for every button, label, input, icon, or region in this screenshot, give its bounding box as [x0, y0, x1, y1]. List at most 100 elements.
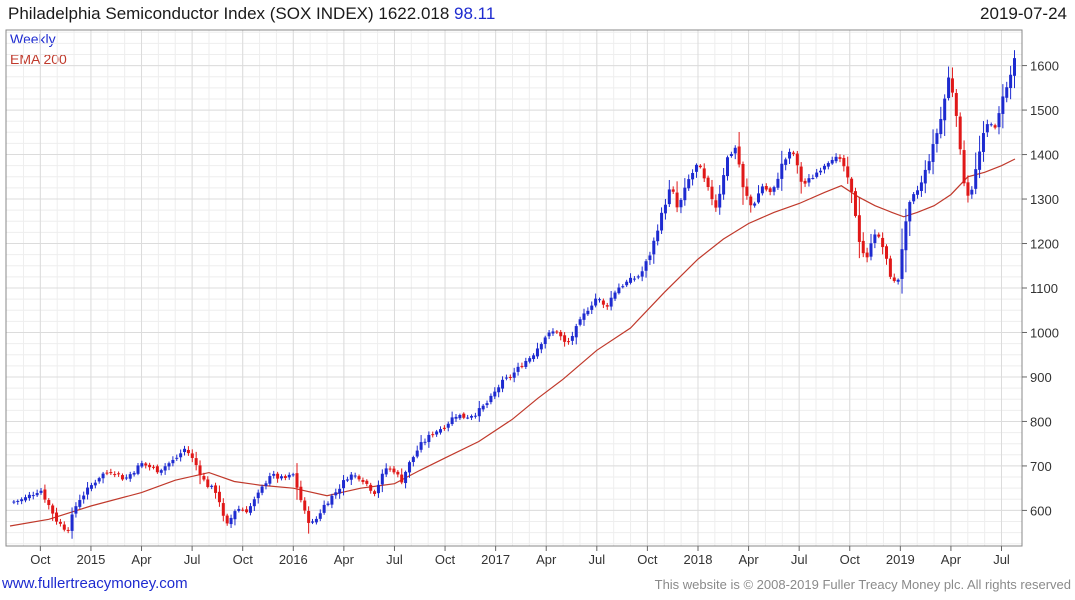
candle-body [489, 395, 493, 403]
candle-body [877, 234, 881, 237]
candle-body [873, 234, 877, 244]
candle-body [667, 189, 671, 205]
candle-body [342, 480, 346, 489]
candle-body [27, 494, 31, 499]
candle-body [722, 175, 726, 195]
candle-body [144, 463, 148, 466]
candle-body [20, 499, 24, 502]
candle-body [578, 319, 582, 325]
candle-body [210, 485, 214, 487]
candle-body [132, 472, 136, 475]
candle-body [760, 186, 764, 194]
y-tick-label: 800 [1030, 414, 1052, 429]
candle-body [330, 495, 334, 505]
candle-body [512, 372, 516, 378]
candle-body [528, 358, 532, 362]
candle-body [384, 468, 388, 475]
candle-body [97, 478, 101, 482]
candle-body [86, 487, 90, 495]
candle-body [535, 348, 539, 357]
candle-body [974, 169, 978, 189]
candle-body [725, 157, 729, 177]
candle-body [388, 468, 392, 470]
candle-body [167, 463, 171, 467]
candle-body [710, 186, 714, 200]
candle-body [850, 178, 854, 192]
candle-body [442, 427, 446, 429]
website-link[interactable]: www.fullertreacymoney.com [2, 575, 188, 592]
candle-body [400, 474, 404, 483]
candle-body [799, 166, 803, 182]
candle-body [524, 360, 528, 367]
candle-body [334, 492, 338, 496]
candle-body [559, 331, 563, 337]
candle-body [520, 366, 524, 368]
candle-body [892, 277, 896, 281]
candle-body [225, 515, 229, 524]
x-tick-label: 2019 [886, 552, 915, 567]
candle-body [912, 194, 916, 202]
candle-body [598, 299, 602, 301]
candle-body [757, 193, 761, 203]
candle-body [470, 415, 474, 418]
x-tick-label: Oct [637, 552, 658, 567]
candle-body [566, 341, 570, 343]
candle-body [698, 165, 702, 168]
candle-body [120, 475, 124, 480]
candle-body [1012, 58, 1016, 76]
candle-body [694, 164, 698, 172]
x-tick-label: 2015 [76, 552, 105, 567]
candle-body [784, 159, 788, 165]
candle-body [993, 125, 997, 128]
candle-body [931, 144, 935, 162]
candle-body [970, 189, 974, 195]
candle-body [683, 187, 687, 201]
candle-body [481, 405, 485, 410]
candle-body [501, 379, 505, 389]
candle-body [279, 476, 283, 479]
candle-body [66, 529, 70, 531]
candle-body [287, 474, 291, 478]
candle-body [551, 331, 555, 334]
candle-body [435, 431, 439, 435]
candle-body [927, 161, 931, 171]
candle-body [904, 221, 908, 251]
candle-body [574, 326, 578, 338]
x-tick-label: Jul [993, 552, 1010, 567]
candle-body [70, 514, 74, 531]
candle-body [241, 509, 245, 511]
y-tick-label: 1500 [1030, 103, 1059, 118]
x-tick-label: Jul [386, 552, 403, 567]
candle-body [159, 470, 163, 473]
candle-body [543, 337, 547, 345]
candle-body [745, 186, 749, 196]
candle-body [419, 442, 423, 450]
candle-body [322, 504, 326, 513]
x-tick-label: Oct [840, 552, 861, 567]
candle-body [729, 153, 733, 157]
candle-body [299, 486, 303, 501]
price-change: 98.11 [454, 4, 496, 23]
candle-body [109, 472, 113, 474]
candle-body [896, 279, 900, 282]
candle-body [198, 465, 202, 476]
candle-body [656, 230, 660, 242]
candle-body [450, 417, 454, 425]
candle-body [407, 462, 411, 473]
candle-body [652, 240, 656, 255]
candle-body [303, 500, 307, 511]
candle-body [179, 453, 183, 458]
candle-body [733, 147, 737, 154]
candle-body [811, 178, 815, 180]
candle-body [369, 484, 373, 491]
candle-body [51, 505, 55, 514]
candle-body [217, 491, 221, 503]
candle-body [943, 98, 947, 121]
candle-body [183, 448, 187, 453]
candle-body [446, 423, 450, 428]
candle-body [958, 116, 962, 150]
candle-body [186, 449, 190, 454]
candle-body [260, 486, 264, 493]
candlestick-layer [12, 50, 1016, 539]
candle-body [256, 492, 260, 499]
